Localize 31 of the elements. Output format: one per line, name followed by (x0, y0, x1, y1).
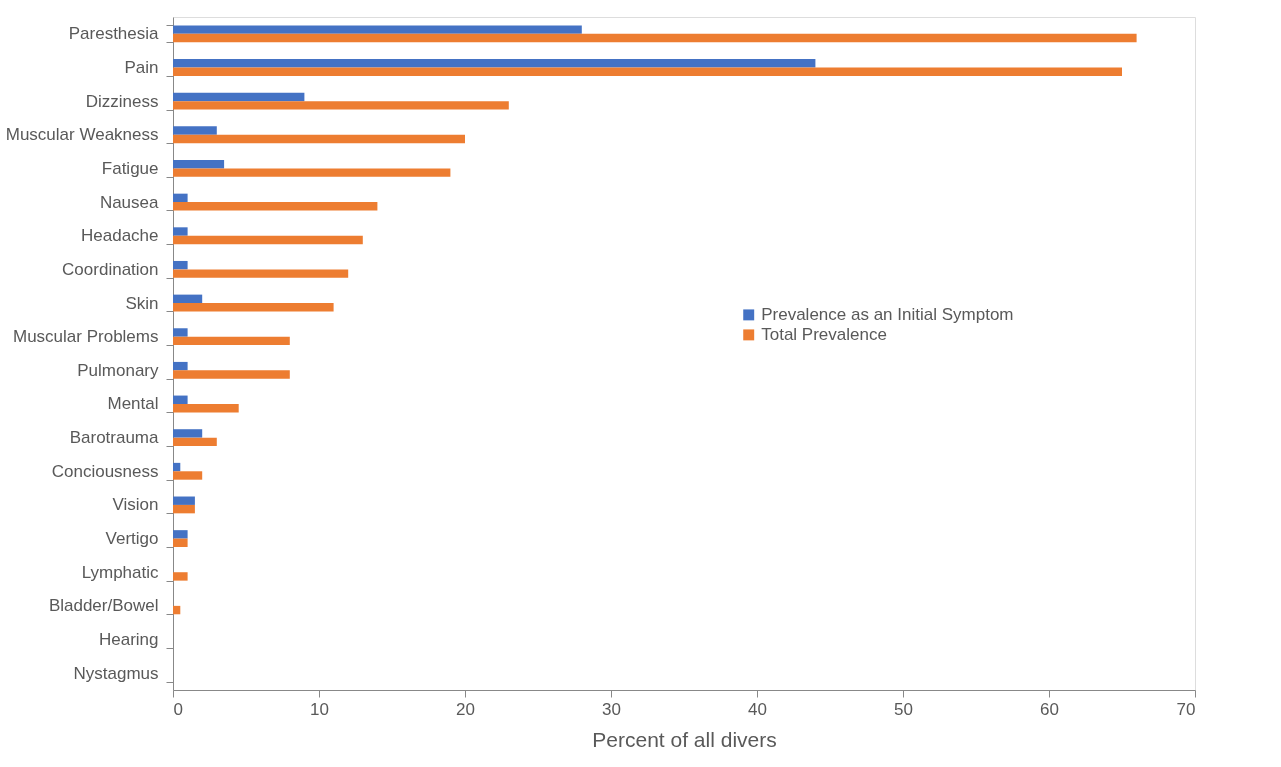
y-tick-label: Muscular Problems (13, 327, 159, 347)
x-tick-label: 50 (894, 699, 913, 719)
y-tick-label: Nystagmus (73, 663, 159, 683)
y-tick-label: Pulmonary (77, 360, 159, 380)
y-tick-label: Dizziness (85, 91, 159, 111)
y-tick-label: Pain (124, 57, 159, 77)
y-tick-label: Vertigo (105, 529, 159, 549)
legend-label: Prevalence as an Initial Symptom (761, 304, 1014, 324)
y-tick-label: Skin (125, 293, 159, 313)
x-tick-label: 70 (1176, 699, 1196, 719)
y-tick-label: Fatigue (101, 158, 159, 178)
y-tick-label: Hearing (98, 630, 159, 650)
y-tick-label: Muscular Weakness (5, 125, 159, 145)
y-tick-label: Bladder/Bowel (48, 596, 159, 616)
y-tick-label: Coordination (62, 259, 159, 279)
x-tick-label: 60 (1040, 699, 1059, 719)
y-tick-label: Paresthesia (68, 24, 160, 44)
x-tick-label: 40 (748, 699, 767, 719)
y-tick-label: Vision (112, 495, 159, 515)
y-tick-label: Mental (107, 394, 159, 414)
x-tick-label: 30 (602, 699, 621, 719)
y-tick-label: Conciousness (51, 461, 159, 481)
y-tick-label: Lymphatic (81, 562, 159, 582)
y-tick-label: Headache (80, 226, 159, 246)
x-tick-label: 0 (173, 699, 183, 719)
x-tick-label: 10 (310, 699, 329, 719)
y-tick-label: Nausea (99, 192, 160, 212)
x-axis-title: Percent of all divers (592, 727, 777, 751)
x-tick-label: 20 (456, 699, 475, 719)
y-tick-label: Barotrauma (69, 428, 160, 448)
legend-label: Total Prevalence (761, 324, 887, 344)
